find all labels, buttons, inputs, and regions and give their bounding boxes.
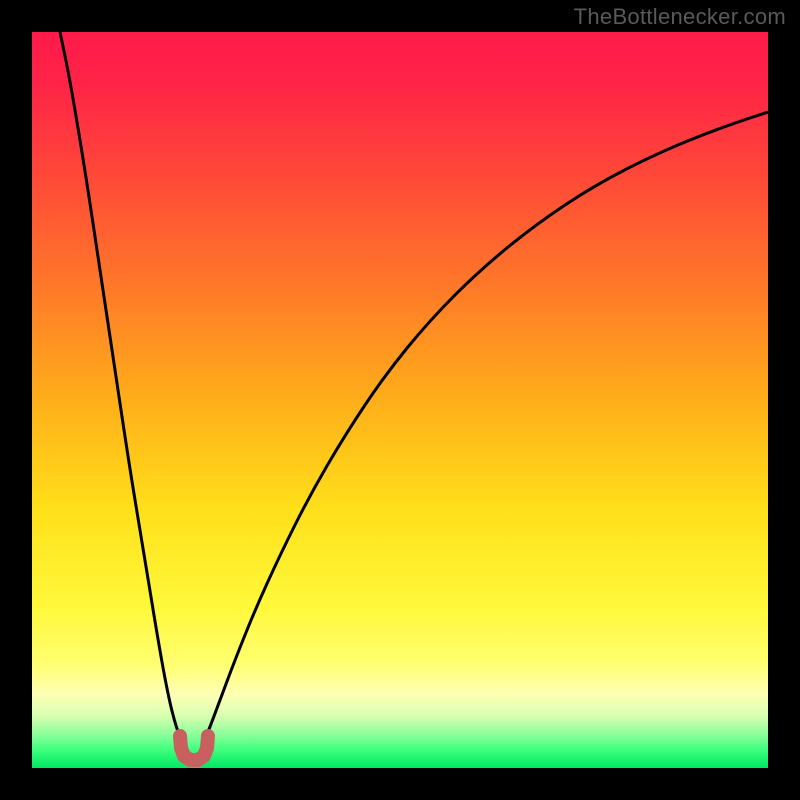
chart-container: TheBottlenecker.com — [0, 0, 800, 800]
plot-background — [32, 32, 768, 768]
watermark-text: TheBottlenecker.com — [574, 4, 786, 30]
chart-svg — [0, 0, 800, 800]
